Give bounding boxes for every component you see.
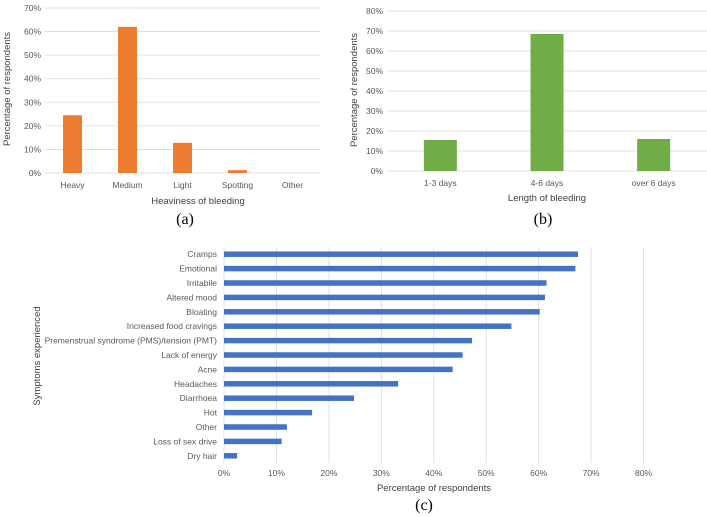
bar-diarrhoea bbox=[224, 395, 355, 401]
chart-length-of-bleeding: 0% 10% 20% 30% 40% 50% 60% 70% 80% 1-3 days 4-6 d… bbox=[349, 6, 707, 228]
x-axis-title: Percentage of respondents bbox=[377, 483, 491, 494]
y-axis-title: Symptoms experienced bbox=[32, 306, 43, 405]
y-tick-label: 30% bbox=[24, 97, 41, 107]
y-tick-label: Altered mood bbox=[166, 292, 217, 302]
bar-lack-of-energy bbox=[224, 352, 463, 358]
bar-cramps bbox=[224, 251, 578, 257]
bar-4-6-days bbox=[530, 34, 564, 171]
y-tick-label: Increased food cravings bbox=[127, 321, 217, 331]
bar-heavy bbox=[63, 115, 82, 173]
y-tick-label: Other bbox=[196, 422, 217, 432]
x-tick-label: Heavy bbox=[60, 180, 85, 190]
x-axis-title: Heaviness of bleeding bbox=[151, 196, 244, 207]
bar-spotting bbox=[228, 170, 247, 173]
x-tick-label: 0% bbox=[218, 468, 231, 478]
y-tick-label: Cramps bbox=[187, 249, 217, 259]
bar-loss-of-sex-drive bbox=[224, 438, 282, 445]
y-tick-label: Loss of sex drive bbox=[153, 436, 217, 446]
x-tick-label: Light bbox=[173, 180, 192, 190]
y-tick-label: 30% bbox=[366, 106, 383, 116]
y-tick-label: 50% bbox=[366, 66, 383, 76]
y-tick-label: Diarrhoea bbox=[180, 393, 218, 403]
y-tick-label: 60% bbox=[366, 46, 383, 56]
bar-increased-food-cravings bbox=[224, 323, 512, 329]
y-tick-label: 0% bbox=[371, 166, 384, 176]
x-tick-label: 4-6 days bbox=[531, 178, 564, 188]
y-tick-label: 20% bbox=[24, 121, 41, 131]
bar-premenstrual-syndrome-pms-tension-pmt bbox=[224, 337, 473, 344]
chart-symptoms-experienced: Cramps Emotional Irritabile Altered mood Blo… bbox=[32, 247, 653, 514]
bar-acne bbox=[224, 366, 453, 373]
bar-other bbox=[224, 424, 287, 430]
y-tick-label: 80% bbox=[366, 6, 383, 16]
y-tick-label: 40% bbox=[366, 86, 383, 96]
bar-bloating bbox=[224, 309, 540, 315]
y-tick-label: 70% bbox=[24, 3, 41, 13]
bar-dry-hair bbox=[224, 453, 238, 459]
y-tick-label: Acne bbox=[198, 364, 218, 374]
bar-emotional bbox=[224, 265, 576, 272]
y-tick-label: 20% bbox=[366, 126, 383, 136]
y-tick-label: 50% bbox=[24, 50, 41, 60]
y-tick-label: 10% bbox=[24, 144, 41, 154]
x-tick-label: Spotting bbox=[222, 180, 253, 190]
x-tick-label: 60% bbox=[530, 468, 547, 478]
x-tick-label: 80% bbox=[635, 468, 652, 478]
panel-label-a: (a) bbox=[176, 211, 194, 228]
y-tick-label: Hot bbox=[204, 408, 218, 418]
x-tick-label: 50% bbox=[478, 468, 495, 478]
y-tick-label: Premenstrual syndrome (PMS)/tension (PMT… bbox=[45, 336, 218, 346]
y-tick-label: Irritabile bbox=[187, 278, 218, 288]
bar-altered-mood bbox=[224, 294, 545, 301]
bar-irritabile bbox=[224, 280, 547, 286]
panel-label-b: (b) bbox=[534, 211, 553, 228]
y-tick-label: Emotional bbox=[179, 264, 217, 274]
bar-over-6-days bbox=[637, 139, 671, 171]
y-tick-label: 10% bbox=[366, 146, 383, 156]
x-tick-label: over 6 days bbox=[632, 178, 676, 188]
y-axis-title: Percentage of respondents bbox=[349, 33, 360, 147]
y-tick-label: 40% bbox=[24, 74, 41, 84]
x-tick-label: 10% bbox=[268, 468, 285, 478]
x-tick-label: 1-3 days bbox=[424, 178, 457, 188]
x-axis-title: Length of bleeding bbox=[508, 193, 586, 204]
y-tick-label: 0% bbox=[29, 168, 42, 178]
y-tick-label: Headaches bbox=[174, 379, 217, 389]
x-tick-label: 20% bbox=[320, 468, 337, 478]
bar-hot bbox=[224, 409, 313, 416]
x-tick-label: 40% bbox=[425, 468, 442, 478]
x-tick-label: Medium bbox=[112, 180, 142, 190]
bar-light bbox=[173, 142, 192, 173]
y-tick-label: 70% bbox=[366, 26, 383, 36]
y-tick-label: Lack of energy bbox=[161, 350, 218, 360]
panel-label-c: (c) bbox=[415, 497, 433, 514]
bar-medium bbox=[118, 26, 137, 173]
x-tick-label: 70% bbox=[583, 468, 600, 478]
y-tick-label: Bloating bbox=[186, 307, 217, 317]
x-tick-label: Other bbox=[282, 180, 303, 190]
bar-headaches bbox=[224, 381, 399, 387]
y-axis-title: Percentage of respondents bbox=[2, 32, 13, 146]
y-tick-label: 60% bbox=[24, 27, 41, 37]
y-tick-label: Dry hair bbox=[187, 451, 217, 461]
x-tick-label: 30% bbox=[373, 468, 390, 478]
chart-heaviness-of-bleeding: 0% 10% 20% 30% 40% 50% 60% 70% Heavy Medium Light… bbox=[2, 3, 320, 228]
bar-1-3-days bbox=[423, 140, 457, 171]
